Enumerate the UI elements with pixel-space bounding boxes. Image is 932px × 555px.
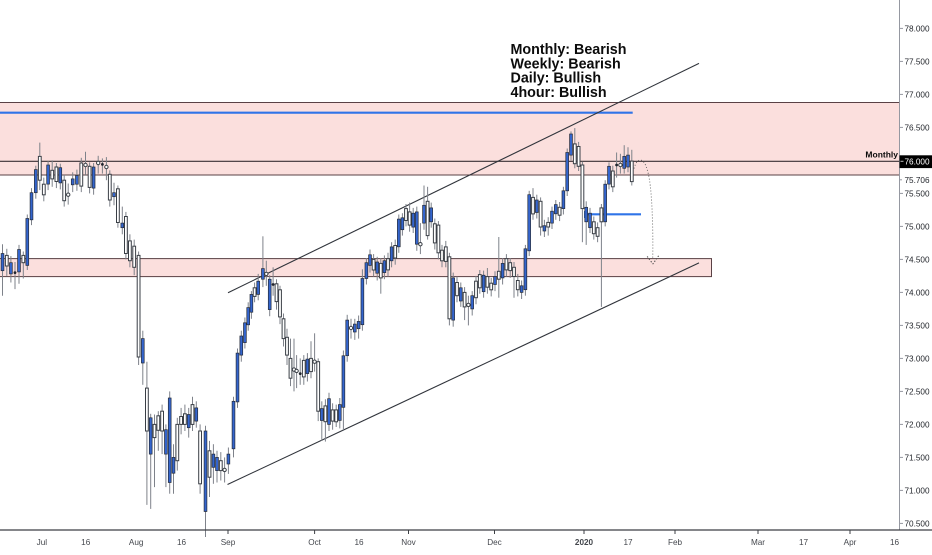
svg-text:74.500: 74.500	[905, 256, 930, 265]
svg-text:70.500: 70.500	[905, 520, 930, 529]
svg-text:78.000: 78.000	[905, 25, 930, 34]
svg-text:16: 16	[890, 538, 900, 547]
svg-text:73.500: 73.500	[905, 322, 930, 331]
svg-text:17: 17	[623, 538, 633, 547]
svg-text:2020: 2020	[575, 538, 594, 547]
svg-text:Dec: Dec	[487, 538, 502, 547]
svg-text:Aug: Aug	[129, 538, 144, 547]
svg-text:Apr: Apr	[844, 538, 857, 547]
svg-text:74.000: 74.000	[905, 289, 930, 298]
svg-text:17: 17	[799, 538, 809, 547]
svg-text:72.500: 72.500	[905, 388, 930, 397]
svg-text:75.500: 75.500	[905, 190, 930, 199]
svg-text:75.706: 75.706	[905, 176, 930, 185]
svg-text:Nov: Nov	[401, 538, 416, 547]
svg-text:16: 16	[81, 538, 91, 547]
svg-text:Oct: Oct	[308, 538, 321, 547]
svg-text:Mar: Mar	[751, 538, 765, 547]
svg-text:71.500: 71.500	[905, 454, 930, 463]
svg-text:Sep: Sep	[221, 538, 236, 547]
svg-text:Feb: Feb	[668, 538, 683, 547]
svg-text:4hour: Bullish: 4hour: Bullish	[511, 85, 607, 101]
svg-text:76.000: 76.000	[905, 158, 930, 167]
svg-text:16: 16	[177, 538, 187, 547]
svg-text:73.000: 73.000	[905, 355, 930, 364]
svg-text:75.000: 75.000	[905, 223, 930, 232]
svg-text:77.000: 77.000	[905, 91, 930, 100]
svg-text:Jul: Jul	[37, 538, 48, 547]
svg-text:71.000: 71.000	[905, 487, 930, 496]
svg-text:16: 16	[354, 538, 364, 547]
svg-text:76.500: 76.500	[905, 124, 930, 133]
svg-text:77.500: 77.500	[905, 58, 930, 67]
svg-text:Monthly: Monthly	[865, 150, 898, 160]
svg-text:72.000: 72.000	[905, 421, 930, 430]
